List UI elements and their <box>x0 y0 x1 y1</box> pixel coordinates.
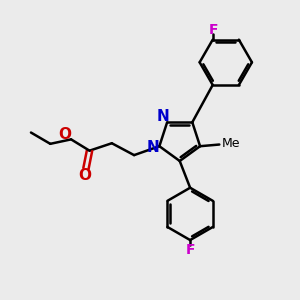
Text: F: F <box>209 23 218 37</box>
Text: N: N <box>156 110 169 124</box>
Text: Me: Me <box>221 136 240 149</box>
Text: F: F <box>185 243 195 256</box>
Text: N: N <box>146 140 159 155</box>
Text: O: O <box>59 128 72 142</box>
Text: O: O <box>79 167 92 182</box>
